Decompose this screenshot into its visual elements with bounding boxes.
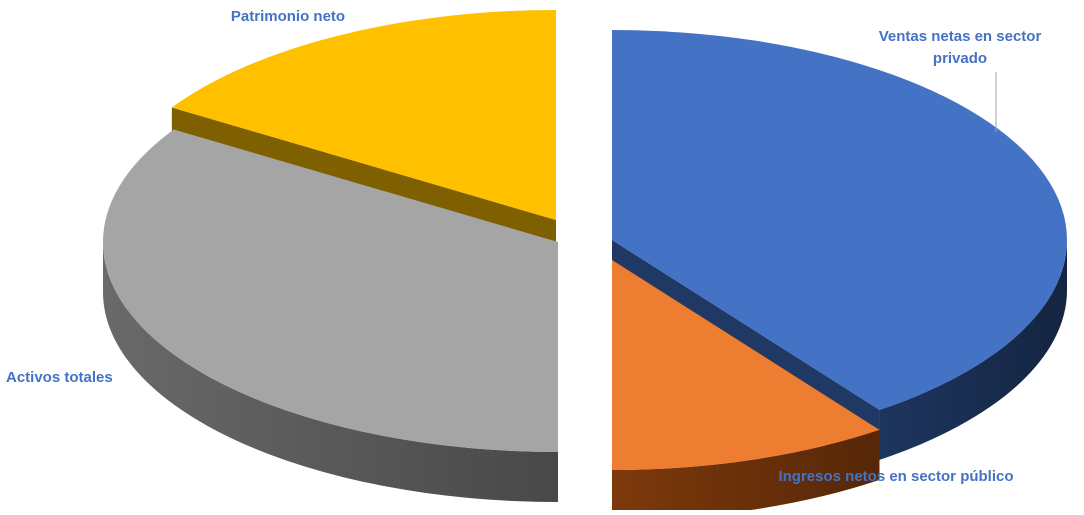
label-ingresos-netos: Ingresos netos en sector público	[778, 468, 1014, 485]
slice-ingresos-netos	[612, 260, 880, 470]
label-ventas-netas: Ventas netas en sector privado	[878, 28, 1042, 67]
slice-patrimonio-neto	[171, 10, 556, 220]
label-activos-totales: Activos totales	[6, 369, 113, 386]
label-patrimonio-neto: Patrimonio neto	[230, 8, 346, 25]
slice-ventas-netas	[612, 30, 1067, 410]
slice-activos-totales	[103, 129, 559, 452]
